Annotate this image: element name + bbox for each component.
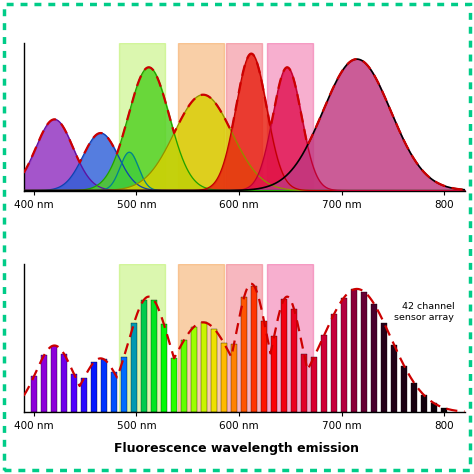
Bar [411,383,417,412]
Bar [118,264,164,412]
Bar [226,264,262,412]
Bar [271,336,277,412]
Bar [381,323,387,412]
Bar [421,395,427,412]
Bar [181,340,187,412]
Bar [301,354,307,412]
Bar [321,336,327,412]
Bar [171,358,177,412]
Bar [201,322,207,412]
Bar [431,403,437,412]
Bar [391,345,397,412]
Bar [118,43,164,191]
Bar [281,300,287,412]
Bar [61,354,67,412]
Bar [241,297,247,412]
Bar [178,264,224,412]
Bar [91,362,97,412]
Bar [111,372,117,412]
Bar [226,43,262,191]
Bar [71,374,77,412]
Bar [441,408,447,412]
Bar [291,309,297,412]
Bar [151,300,157,412]
Bar [371,304,377,412]
Bar [131,323,137,412]
Bar [121,357,127,412]
Bar [331,314,337,412]
Bar [161,324,167,412]
Bar [221,343,227,412]
Bar [311,357,317,412]
Bar [191,327,197,412]
Bar [401,365,407,412]
Text: Fluorescence wavelength emission: Fluorescence wavelength emission [115,442,359,455]
Bar [211,328,217,412]
Bar [267,43,313,191]
Bar [341,298,347,412]
Bar [51,346,57,412]
Bar [41,356,47,412]
Bar [141,300,147,412]
Bar [81,378,87,412]
Bar [261,321,267,412]
Text: 42 channel
sensor array: 42 channel sensor array [394,302,454,322]
Bar [231,344,237,412]
Bar [351,289,357,412]
Bar [251,286,257,412]
Bar [101,359,107,412]
Bar [178,43,224,191]
Bar [361,292,367,412]
Bar [31,376,36,412]
Bar [267,264,313,412]
